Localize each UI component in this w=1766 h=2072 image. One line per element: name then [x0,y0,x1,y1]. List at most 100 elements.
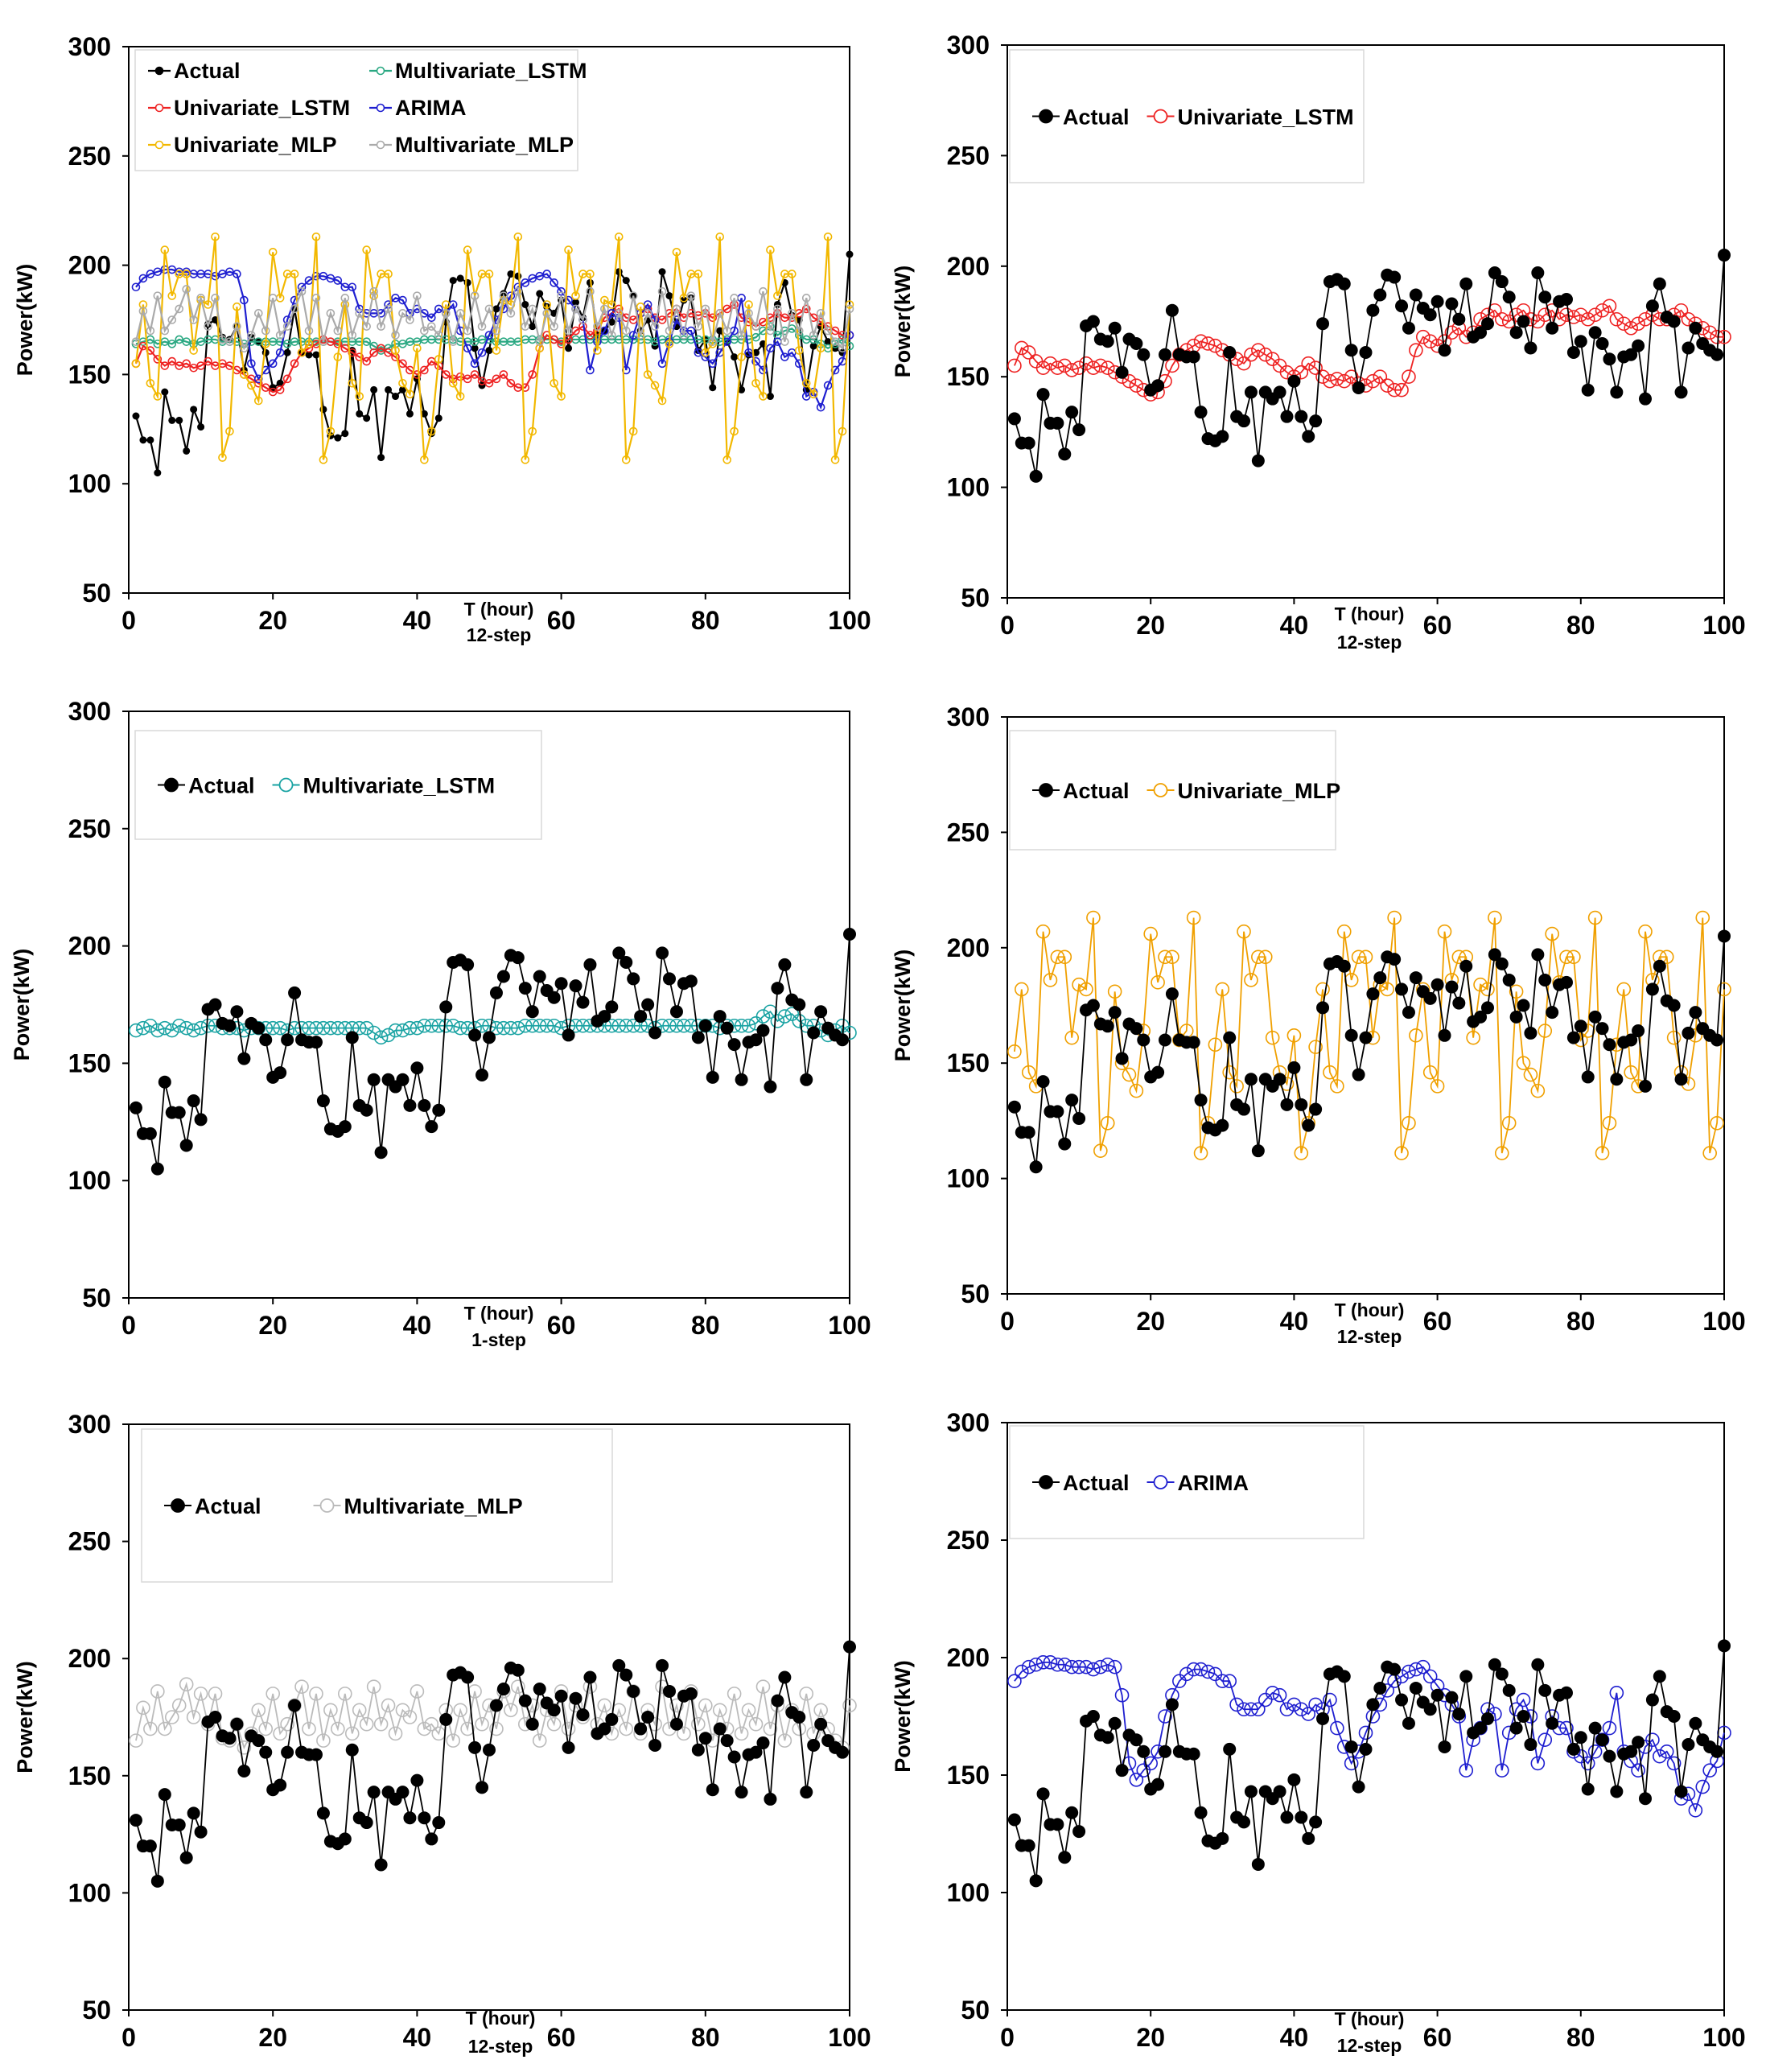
data-point [1452,312,1466,326]
data-point [477,348,487,357]
data-point [448,337,458,346]
data-point [1689,1716,1702,1730]
x-axis-sublabel: 1-step [471,1329,526,1350]
data-point [1452,996,1466,1010]
data-point [186,1710,201,1724]
data-point [1624,1033,1638,1047]
x-axis-label: T (hour) [1335,603,1405,624]
data-point [528,426,537,436]
data-point [1681,311,1696,327]
data-point [823,326,833,336]
data-point [597,1698,612,1713]
data-point [187,1806,200,1820]
data-point [1588,326,1602,340]
data-point [1007,1674,1022,1689]
data-point [439,1712,453,1726]
data-point [1086,1710,1100,1723]
data-point [362,322,371,331]
data-point [620,1668,633,1682]
data-point [1666,1756,1682,1771]
data-point [302,1020,316,1036]
data-point [1659,949,1674,965]
data-point [283,348,291,356]
data-point [1287,1773,1301,1786]
x-axis-label: T (hour) [464,1303,534,1324]
data-point [1035,924,1051,939]
data-point [489,986,503,999]
data-point [1624,348,1638,361]
data-point [600,295,609,305]
data-point [1093,1659,1108,1674]
data-point [359,1716,374,1732]
data-point [312,351,320,359]
data-point [600,304,609,314]
data-point [1430,1079,1445,1094]
data-point [1587,910,1603,925]
data-point [657,359,667,369]
data-point [1674,385,1688,399]
data-point [1409,1681,1422,1695]
data-point [168,416,176,424]
data-point [1546,321,1559,335]
data-point [448,378,458,388]
y-tick-label: 200 [947,252,990,281]
data-point [463,374,472,384]
data-point [1295,1810,1308,1824]
x-tick-label: 0 [121,2023,136,2052]
data-point [1244,1785,1258,1798]
data-point [1474,326,1488,340]
data-point [499,370,508,379]
data-point [712,1703,727,1718]
data-point [240,295,249,305]
data-point [1581,383,1595,397]
data-point [663,972,676,986]
legend-label: Actual [195,1494,261,1518]
y-tick-label: 300 [947,702,990,731]
data-point [268,294,278,303]
data-point [1516,1056,1531,1071]
data-point [521,455,530,464]
data-point [160,245,170,254]
data-point [471,344,479,352]
data-point [129,1101,142,1114]
data-point [611,1018,627,1033]
data-point [484,378,494,388]
data-point [427,313,436,323]
data-point [355,392,364,401]
plot-frame [1006,716,1725,1295]
data-point [366,1679,381,1694]
data-point [470,370,480,379]
data-point [1115,1052,1129,1065]
data-point [377,322,385,331]
data-point [1137,1745,1151,1758]
x-tick-label: 0 [121,1311,136,1340]
data-point [1559,1686,1573,1699]
legend-marker [154,66,164,76]
data-point [179,1851,193,1864]
x-tick-label: 40 [1280,1307,1309,1336]
data-point [1130,1022,1143,1036]
data-point [434,331,443,340]
data-point [773,304,782,314]
chart-multivariate-mlp: 50 100 150 200 250 300 0 20 40 60 80 100 Power(kW) T … [13,1410,871,2057]
data-point [665,292,673,300]
series-actual [1007,929,1731,1174]
data-point [656,946,669,960]
data-point [784,1007,800,1021]
data-point [1559,1720,1574,1736]
data-point [657,396,667,406]
legend-marker [164,777,179,793]
data-point [1229,1079,1244,1094]
data-point [627,972,640,986]
data-point [496,1683,510,1696]
x-tick-label: 60 [1423,2023,1452,2052]
data-point [564,245,573,254]
data-point [1258,949,1273,965]
data-point [504,1020,518,1036]
data-point [1251,343,1266,358]
data-point [1523,1067,1538,1082]
data-point [813,1703,828,1718]
data-point [1159,1745,1172,1758]
data-point [129,1733,143,1748]
data-point [766,245,775,254]
